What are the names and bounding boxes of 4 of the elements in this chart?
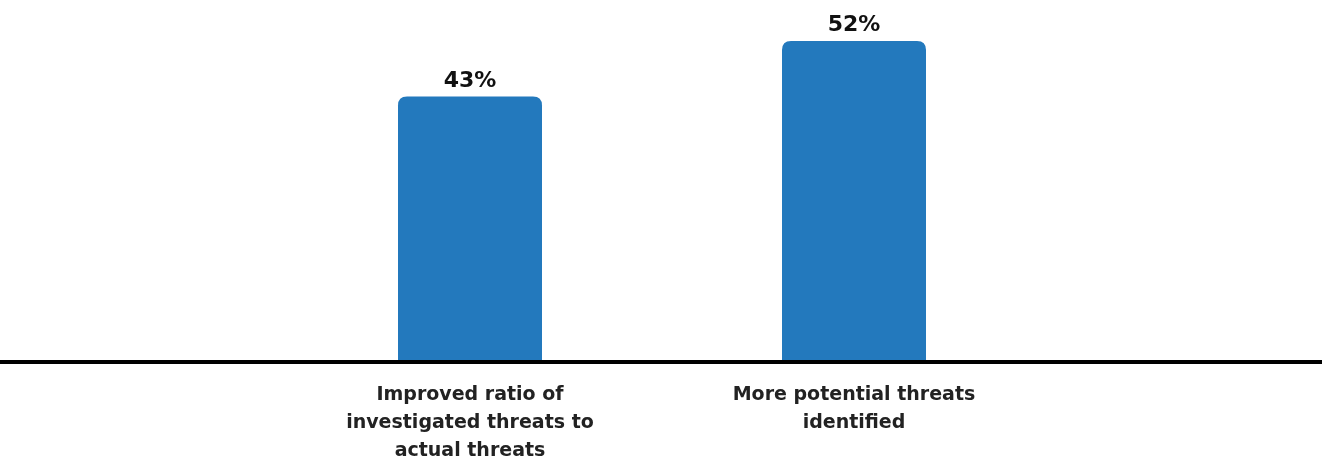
data-label: 43% xyxy=(443,66,497,92)
x-tick-label: Improved ratio of investigated threats to actual threats xyxy=(346,382,594,460)
data-label: 52% xyxy=(827,11,881,36)
x-tick-label: More potential threats identified xyxy=(732,382,976,432)
